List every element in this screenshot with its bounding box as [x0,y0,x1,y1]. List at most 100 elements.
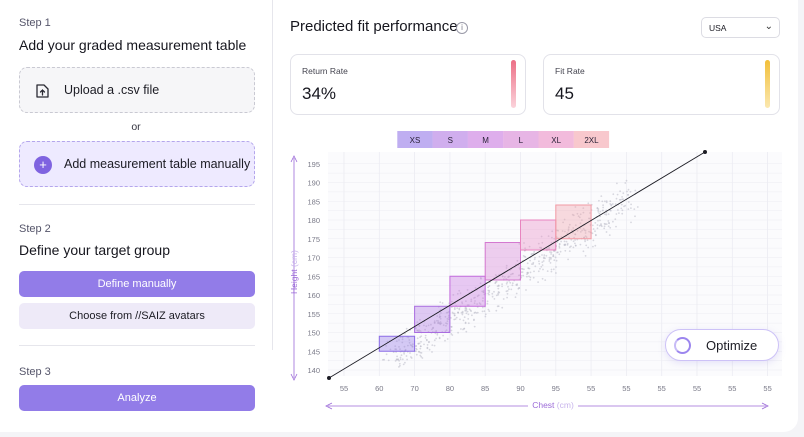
scatter-point [599,210,602,213]
scatter-point [529,276,532,279]
scatter-point [483,310,486,313]
scatter-point [566,232,569,235]
scatter-point [482,289,485,292]
scatter-point [532,276,535,279]
scatter-point [410,344,413,347]
scatter-point [487,292,490,295]
scatter-point [555,272,557,274]
scatter-point [574,239,576,241]
scatter-point [482,291,485,294]
optimize-button[interactable]: Optimize [665,329,779,361]
scatter-point [522,274,525,277]
scatter-point [537,242,540,245]
scatter-point [501,275,504,278]
scatter-point [557,229,559,232]
scatter-point [556,241,559,243]
choose-avatars-button[interactable]: Choose from //SAIZ avatars [19,303,255,329]
scatter-point [436,319,438,322]
scatter-point [519,265,522,268]
scatter-point [555,238,558,240]
y-tick-label: 160 [307,291,320,300]
scatter-point [446,318,449,320]
scatter-point [542,260,545,262]
scatter-point [548,258,551,261]
scatter-point [399,348,401,350]
scatter-point [630,207,632,210]
scatter-point [426,347,429,350]
scatter-point [544,257,546,260]
scatter-point [627,208,630,211]
scatter-point [541,261,544,263]
scatter-point [520,276,523,279]
scatter-point [597,211,600,213]
scatter-point [529,256,532,259]
scatter-point [558,243,561,246]
scatter-point [509,269,511,271]
scatter-point [433,339,436,342]
scatter-point [484,305,486,308]
scatter-point [552,255,554,257]
scatter-point [516,284,518,287]
scatter-point [572,227,575,229]
scatter-point [617,209,619,211]
define-manually-button[interactable]: Define manually [19,271,255,297]
y-tick-label: 140 [307,366,320,375]
scatter-point [592,245,594,248]
step3-label: Step 3 [19,366,51,378]
scatter-point [600,224,602,227]
scatter-point [556,237,559,240]
scatter-point [608,222,610,225]
x-tick-label: 60 [375,384,383,393]
scatter-point [440,308,442,311]
scatter-point [515,284,518,286]
scatter-point [550,258,552,260]
scatter-point [522,259,524,262]
scatter-point [502,279,505,281]
scatter-point [465,309,468,312]
scatter-point [622,192,625,195]
scatter-point [581,219,583,222]
scatter-point [558,242,561,245]
scatter-point [486,302,489,305]
info-icon[interactable]: i [456,22,468,34]
scatter-point [550,253,552,255]
scatter-point [525,289,527,291]
scatter-point [546,247,548,250]
scatter-point [427,331,430,333]
scatter-point [604,213,606,216]
scatter-point [540,265,543,268]
upload-csv-label: Upload a .csv file [64,83,160,97]
scatter-point [576,212,579,215]
x-tick-label: 55 [587,384,595,393]
scatter-point [453,307,456,309]
scatter-point [630,221,632,224]
size-header-xs [397,131,433,148]
scatter-point [553,237,556,240]
scatter-point [385,353,388,356]
scatter-point [477,294,480,297]
scatter-point [465,307,468,310]
add-table-manually-button[interactable]: + Add measurement table manually [19,141,255,187]
scatter-point [603,225,606,228]
scatter-point [564,230,566,233]
scatter-point [599,215,601,218]
scatter-point [464,306,467,308]
scatter-point [585,244,588,247]
scatter-point [438,309,441,312]
size-boxes [378,204,592,352]
scatter-point [484,292,487,295]
upload-csv-dropzone[interactable]: Upload a .csv file [19,67,255,113]
scatter-point [578,216,581,219]
scatter-point [458,289,461,292]
scatter-point [518,287,520,289]
scatter-point [579,213,582,216]
analyze-button[interactable]: Analyze [19,385,255,411]
scatter-point [568,250,571,253]
scatter-point [596,207,599,210]
scatter-point [447,331,450,334]
country-select[interactable]: USA ⌄ [701,17,780,38]
scatter-point [435,331,438,333]
size-box-m [449,275,486,307]
scatter-point [615,225,617,228]
step1-label: Step 1 [19,17,51,29]
